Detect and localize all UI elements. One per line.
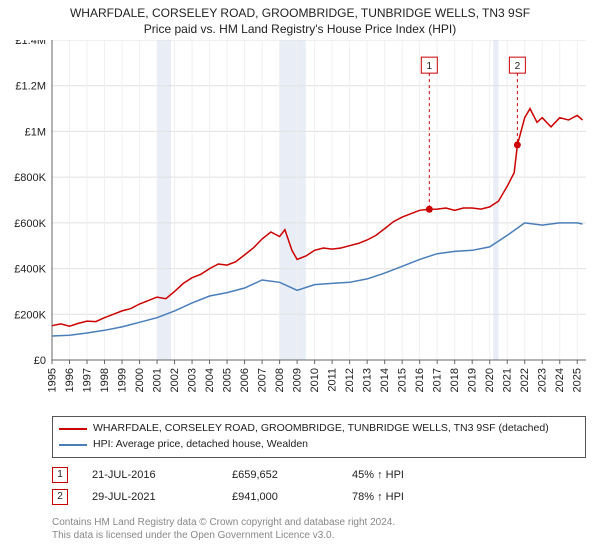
svg-text:1997: 1997 — [81, 368, 93, 392]
svg-text:2002: 2002 — [169, 368, 181, 392]
event-row-1: 1 21-JUL-2016 £659,652 45% ↑ HPI — [52, 464, 586, 486]
svg-text:2004: 2004 — [204, 368, 216, 392]
event-price-2: £941,000 — [232, 491, 352, 503]
legend-item-property: WHARFDALE, CORSELEY ROAD, GROOMBRIDGE, T… — [59, 421, 579, 437]
legend: WHARFDALE, CORSELEY ROAD, GROOMBRIDGE, T… — [52, 416, 586, 458]
footer-line-2: This data is licensed under the Open Gov… — [52, 529, 586, 543]
svg-text:1999: 1999 — [116, 368, 128, 392]
event-row-2: 2 29-JUL-2021 £941,000 78% ↑ HPI — [52, 486, 586, 508]
footer-line-1: Contains HM Land Registry data © Crown c… — [52, 516, 586, 530]
svg-text:£1M: £1M — [25, 126, 46, 138]
svg-text:£1.4M: £1.4M — [15, 40, 46, 47]
svg-text:£600K: £600K — [14, 218, 46, 230]
event-marker-1: 1 — [52, 467, 68, 483]
svg-text:2018: 2018 — [449, 368, 461, 392]
svg-text:2001: 2001 — [151, 368, 163, 392]
svg-text:2019: 2019 — [466, 368, 478, 392]
svg-text:2023: 2023 — [537, 368, 549, 392]
svg-text:2007: 2007 — [256, 368, 268, 392]
event-marker-2-num: 2 — [57, 491, 63, 502]
svg-text:£400K: £400K — [14, 264, 46, 276]
svg-text:2009: 2009 — [291, 368, 303, 392]
svg-text:2024: 2024 — [554, 368, 566, 392]
svg-text:2022: 2022 — [519, 368, 531, 392]
legend-item-hpi: HPI: Average price, detached house, Weal… — [59, 437, 579, 453]
legend-swatch-property — [59, 428, 87, 430]
svg-text:1: 1 — [427, 61, 433, 72]
legend-label-property: WHARFDALE, CORSELEY ROAD, GROOMBRIDGE, T… — [93, 421, 549, 437]
svg-text:1995: 1995 — [46, 368, 58, 392]
legend-swatch-hpi — [59, 444, 87, 446]
svg-text:2: 2 — [515, 61, 521, 72]
event-pct-2: 78% ↑ HPI — [352, 491, 472, 503]
chart-area: £0 £200K £400K £600K £800K £1M £1.2M £1.4M 1995 1… — [0, 40, 600, 410]
svg-text:2015: 2015 — [396, 368, 408, 392]
chart-title-subtitle: Price paid vs. HM Land Registry's House … — [0, 20, 600, 40]
svg-text:£1.2M: £1.2M — [15, 81, 46, 93]
svg-text:2025: 2025 — [572, 368, 584, 392]
legend-label-hpi: HPI: Average price, detached house, Weal… — [93, 437, 308, 453]
svg-text:2021: 2021 — [502, 368, 514, 392]
svg-text:2013: 2013 — [361, 368, 373, 392]
svg-text:2003: 2003 — [186, 368, 198, 392]
event-table: 1 21-JUL-2016 £659,652 45% ↑ HPI 2 29-JU… — [52, 464, 586, 508]
line-chart-svg: £0 £200K £400K £600K £800K £1M £1.2M £1.4M 1995 1… — [0, 40, 600, 410]
svg-text:1996: 1996 — [64, 368, 76, 392]
svg-text:£800K: £800K — [14, 172, 46, 184]
svg-text:2000: 2000 — [134, 368, 146, 392]
svg-text:2011: 2011 — [326, 368, 338, 392]
event-date-2: 29-JUL-2021 — [92, 491, 232, 503]
event-marker-1-num: 1 — [57, 469, 63, 480]
svg-text:2016: 2016 — [414, 368, 426, 392]
svg-text:2012: 2012 — [344, 368, 356, 392]
svg-text:£0: £0 — [34, 355, 46, 367]
event-price-1: £659,652 — [232, 469, 352, 481]
svg-text:2020: 2020 — [484, 368, 496, 392]
event-pct-1: 45% ↑ HPI — [352, 469, 472, 481]
svg-text:2014: 2014 — [379, 368, 391, 392]
svg-text:2008: 2008 — [274, 368, 286, 392]
footer: Contains HM Land Registry data © Crown c… — [52, 516, 586, 543]
svg-text:2006: 2006 — [239, 368, 251, 392]
svg-text:2005: 2005 — [221, 368, 233, 392]
event-date-1: 21-JUL-2016 — [92, 469, 232, 481]
svg-text:2010: 2010 — [309, 368, 321, 392]
event-marker-2: 2 — [52, 489, 68, 505]
svg-text:£200K: £200K — [14, 309, 46, 321]
svg-text:1998: 1998 — [99, 368, 111, 392]
svg-text:2017: 2017 — [431, 368, 443, 392]
chart-title-address: WHARFDALE, CORSELEY ROAD, GROOMBRIDGE, T… — [0, 0, 600, 20]
